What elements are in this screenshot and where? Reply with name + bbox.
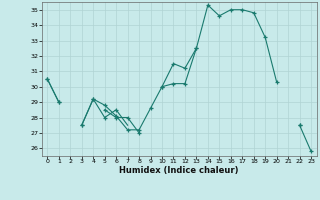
X-axis label: Humidex (Indice chaleur): Humidex (Indice chaleur) [119, 166, 239, 175]
